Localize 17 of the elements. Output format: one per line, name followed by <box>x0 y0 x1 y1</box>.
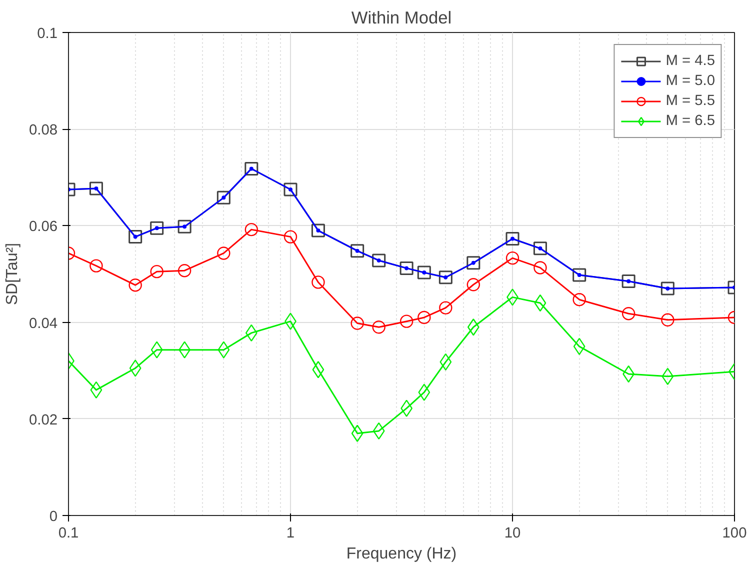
y-tick-label: 0.02 <box>28 412 58 428</box>
legend-label: M = 4.5 <box>666 53 715 69</box>
y-axis-title: SD[Tau²] <box>4 242 21 306</box>
legend-label: M = 5.5 <box>666 93 715 109</box>
legend-label: M = 5.0 <box>666 73 715 89</box>
legend-label: M = 6.5 <box>666 113 715 129</box>
y-tick-label: 0.06 <box>28 219 58 236</box>
x-axis-title: Frequency (Hz) <box>346 546 457 562</box>
x-tick-label: 0.1 <box>58 526 79 542</box>
y-tick-label: 0.04 <box>28 316 58 332</box>
y-tick-label: 0 <box>49 509 58 525</box>
y-tick-label: 0.1 <box>37 26 58 42</box>
x-tick-label: 1 <box>286 526 295 542</box>
chart-title: Within Model <box>351 8 452 28</box>
x-tick-label: 100 <box>722 526 747 542</box>
y-tick-label: 0.08 <box>28 122 58 139</box>
x-tick-label: 10 <box>504 526 521 542</box>
